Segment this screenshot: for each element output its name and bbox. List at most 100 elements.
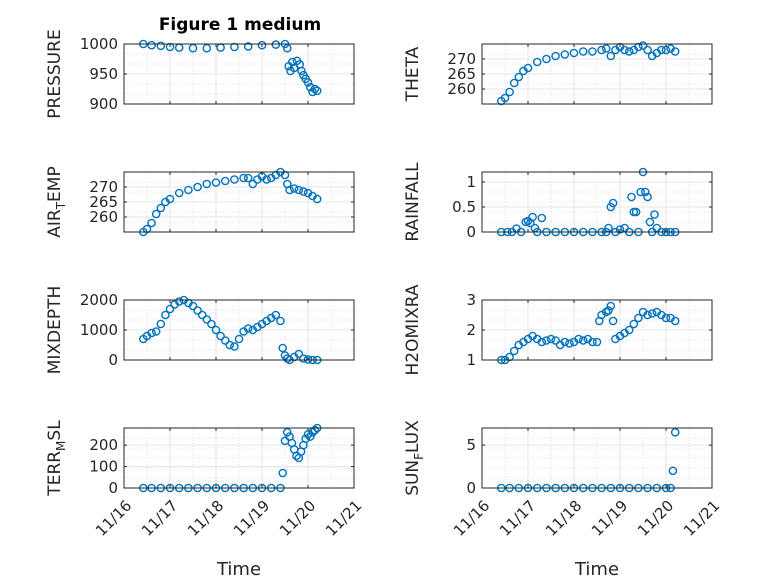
data-point [601,44,611,53]
data-point [248,179,258,189]
data-point [661,313,671,323]
axes-box [481,427,713,489]
panel-rainfall: 0 0.5 1 RAINFALL [403,162,713,242]
data-point [147,218,156,228]
data-point [289,184,299,193]
data-point [500,93,510,103]
data-point [243,173,253,183]
data-point [606,51,616,61]
data-point [271,310,281,320]
data-point [624,47,634,56]
data-point [220,336,230,345]
data-point [629,319,639,329]
data-point [643,45,652,55]
x-axis-label: Time [216,559,261,580]
data-point [207,319,216,329]
data-point [202,43,212,53]
data-point [234,334,244,344]
data-point [299,187,308,196]
data-point [670,316,680,326]
data-point [301,434,311,444]
data-point [647,309,657,318]
data-point [650,210,659,219]
data-point [174,297,184,306]
data-point [197,310,207,320]
y-axis-label: H2OMIXRA [403,284,423,375]
data-point [142,224,152,234]
panel-pressure: 900 950 1000 PRESSURE [45,29,355,119]
data-point [569,48,579,58]
x-tick-label: 11/18 [184,497,227,540]
data-point [505,352,514,362]
data-point [278,343,288,353]
data-point [243,324,253,333]
data-point [216,331,225,341]
data-point [627,192,636,202]
data-point [165,42,175,52]
data-point [588,47,597,56]
data-point [156,203,166,213]
y-tick-label: 1000 [80,321,118,339]
data-point [165,304,175,314]
data-point [509,346,519,356]
y-tick-label: 2000 [80,291,118,309]
y-tick-label: 270 [89,178,118,196]
data-point [641,187,650,197]
data-point [560,50,570,59]
data-point [278,468,288,478]
y-tick-label: 1 [466,173,476,191]
data-point [230,42,239,52]
x-tick-label: 11/21 [322,497,365,540]
data-point [165,194,175,204]
data-point [657,45,666,55]
data-point [505,87,514,97]
figure-title: Figure 1 medium [159,15,321,35]
x-tick-label: 11/17 [496,497,539,540]
data-point [230,175,239,184]
data-point [310,84,320,94]
data-point [211,325,221,335]
data-point [188,301,198,311]
data-point [537,213,547,223]
data-point [588,337,597,347]
data-point [597,45,606,55]
data-point [670,47,680,56]
panel-mixdepth: 0 1000 2000 MIXDEPTH [45,286,355,374]
y-tick-label: 260 [89,208,118,226]
data-point [147,40,156,50]
x-tick-label: 11/21 [680,497,723,540]
data-point [578,47,588,56]
data-point [615,225,625,234]
data-point [216,43,225,52]
y-tick-label: 2 [466,321,476,339]
data-point [578,336,588,345]
x-tick-label: 11/20 [276,497,319,540]
data-point [243,42,253,51]
data-point [551,51,560,61]
data-point [147,328,156,338]
data-point [303,78,313,87]
y-tick-label: 950 [89,65,118,83]
data-point [606,301,616,311]
data-point [546,334,556,344]
y-tick-label: 265 [447,65,476,83]
data-point [303,355,313,364]
data-point [608,198,618,208]
data-point [151,209,161,219]
x-axis-label: Time [574,559,619,580]
data-point [528,212,537,222]
data-point [161,310,170,320]
data-point [156,319,166,329]
data-point [560,337,570,347]
data-point [285,185,294,195]
data-point [271,40,281,49]
axes-box [481,171,713,233]
x-tick-label: 11/20 [634,497,677,540]
y-tick-label: 270 [447,50,476,68]
data-point [294,349,304,359]
data-point [652,223,662,233]
data-point [239,173,248,183]
data-point [542,54,551,64]
data-point [299,354,308,363]
